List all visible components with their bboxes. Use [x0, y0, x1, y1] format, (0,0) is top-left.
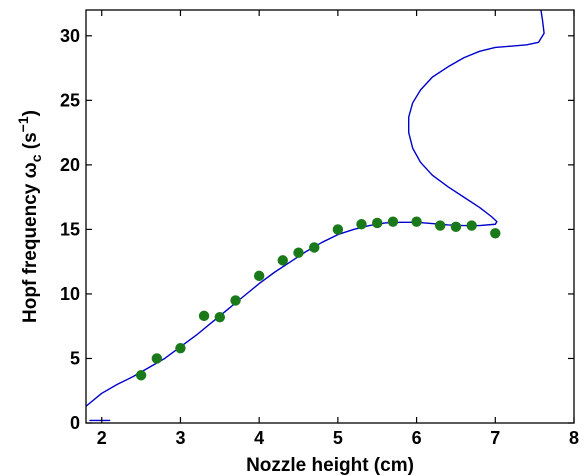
y-tick-label-1: 5 — [70, 348, 80, 368]
x-tick-label-0: 2 — [97, 428, 107, 448]
data-point-10 — [332, 224, 344, 235]
x-tick-label-3: 5 — [333, 428, 343, 448]
y-axis-label-subscript: c — [28, 154, 44, 162]
data-point-17 — [466, 220, 477, 231]
data-point-5 — [230, 295, 241, 306]
y-axis-ticks: 0 5 10 15 20 25 30 — [60, 26, 574, 433]
y-tick-label-5: 25 — [60, 90, 80, 110]
y-axis-label: Hopf frequency ωc (s−1) — [15, 110, 44, 323]
x-tick-label-4: 6 — [412, 428, 422, 448]
x-tick-label-5: 7 — [490, 428, 500, 448]
data-point-12 — [372, 217, 383, 229]
plot-area — [86, 10, 545, 422]
data-point-6 — [253, 270, 265, 282]
x-tick-label-6: 8 — [569, 428, 579, 448]
data-point-13 — [387, 216, 399, 227]
y-axis-label-unit-open: (s — [20, 132, 41, 154]
data-point-3 — [198, 310, 210, 322]
data-point-4 — [214, 311, 226, 323]
axes-frame — [85, 9, 575, 424]
data-point-14 — [411, 216, 422, 227]
data-point-16 — [450, 221, 462, 233]
y-tick-label-4: 20 — [60, 155, 80, 175]
data-point-18 — [490, 228, 501, 239]
y-axis-label-main: Hopf frequency ω — [20, 162, 41, 323]
y-axis-label-unit-close: ) — [20, 110, 41, 116]
x-tick-label-2: 4 — [254, 428, 264, 448]
data-point-1 — [151, 353, 163, 364]
data-point-15 — [434, 220, 446, 231]
y-tick-label-2: 10 — [60, 284, 80, 304]
x-tick-label-1: 3 — [175, 428, 185, 448]
y-tick-label-6: 30 — [60, 26, 80, 46]
data-point-11 — [356, 219, 367, 230]
y-tick-label-3: 15 — [60, 219, 80, 239]
data-point-7 — [277, 255, 288, 266]
data-point-8 — [293, 247, 304, 258]
data-point-2 — [175, 342, 186, 354]
data-point-9 — [309, 242, 320, 253]
x-axis-label: Nozzle height (cm) — [246, 455, 414, 476]
y-axis-label-unit-superscript: −1 — [15, 116, 31, 132]
data-point-0 — [135, 370, 147, 381]
x-axis-ticks: 2 3 4 5 6 7 8 — [97, 10, 579, 448]
y-tick-label-0: 0 — [70, 413, 80, 433]
